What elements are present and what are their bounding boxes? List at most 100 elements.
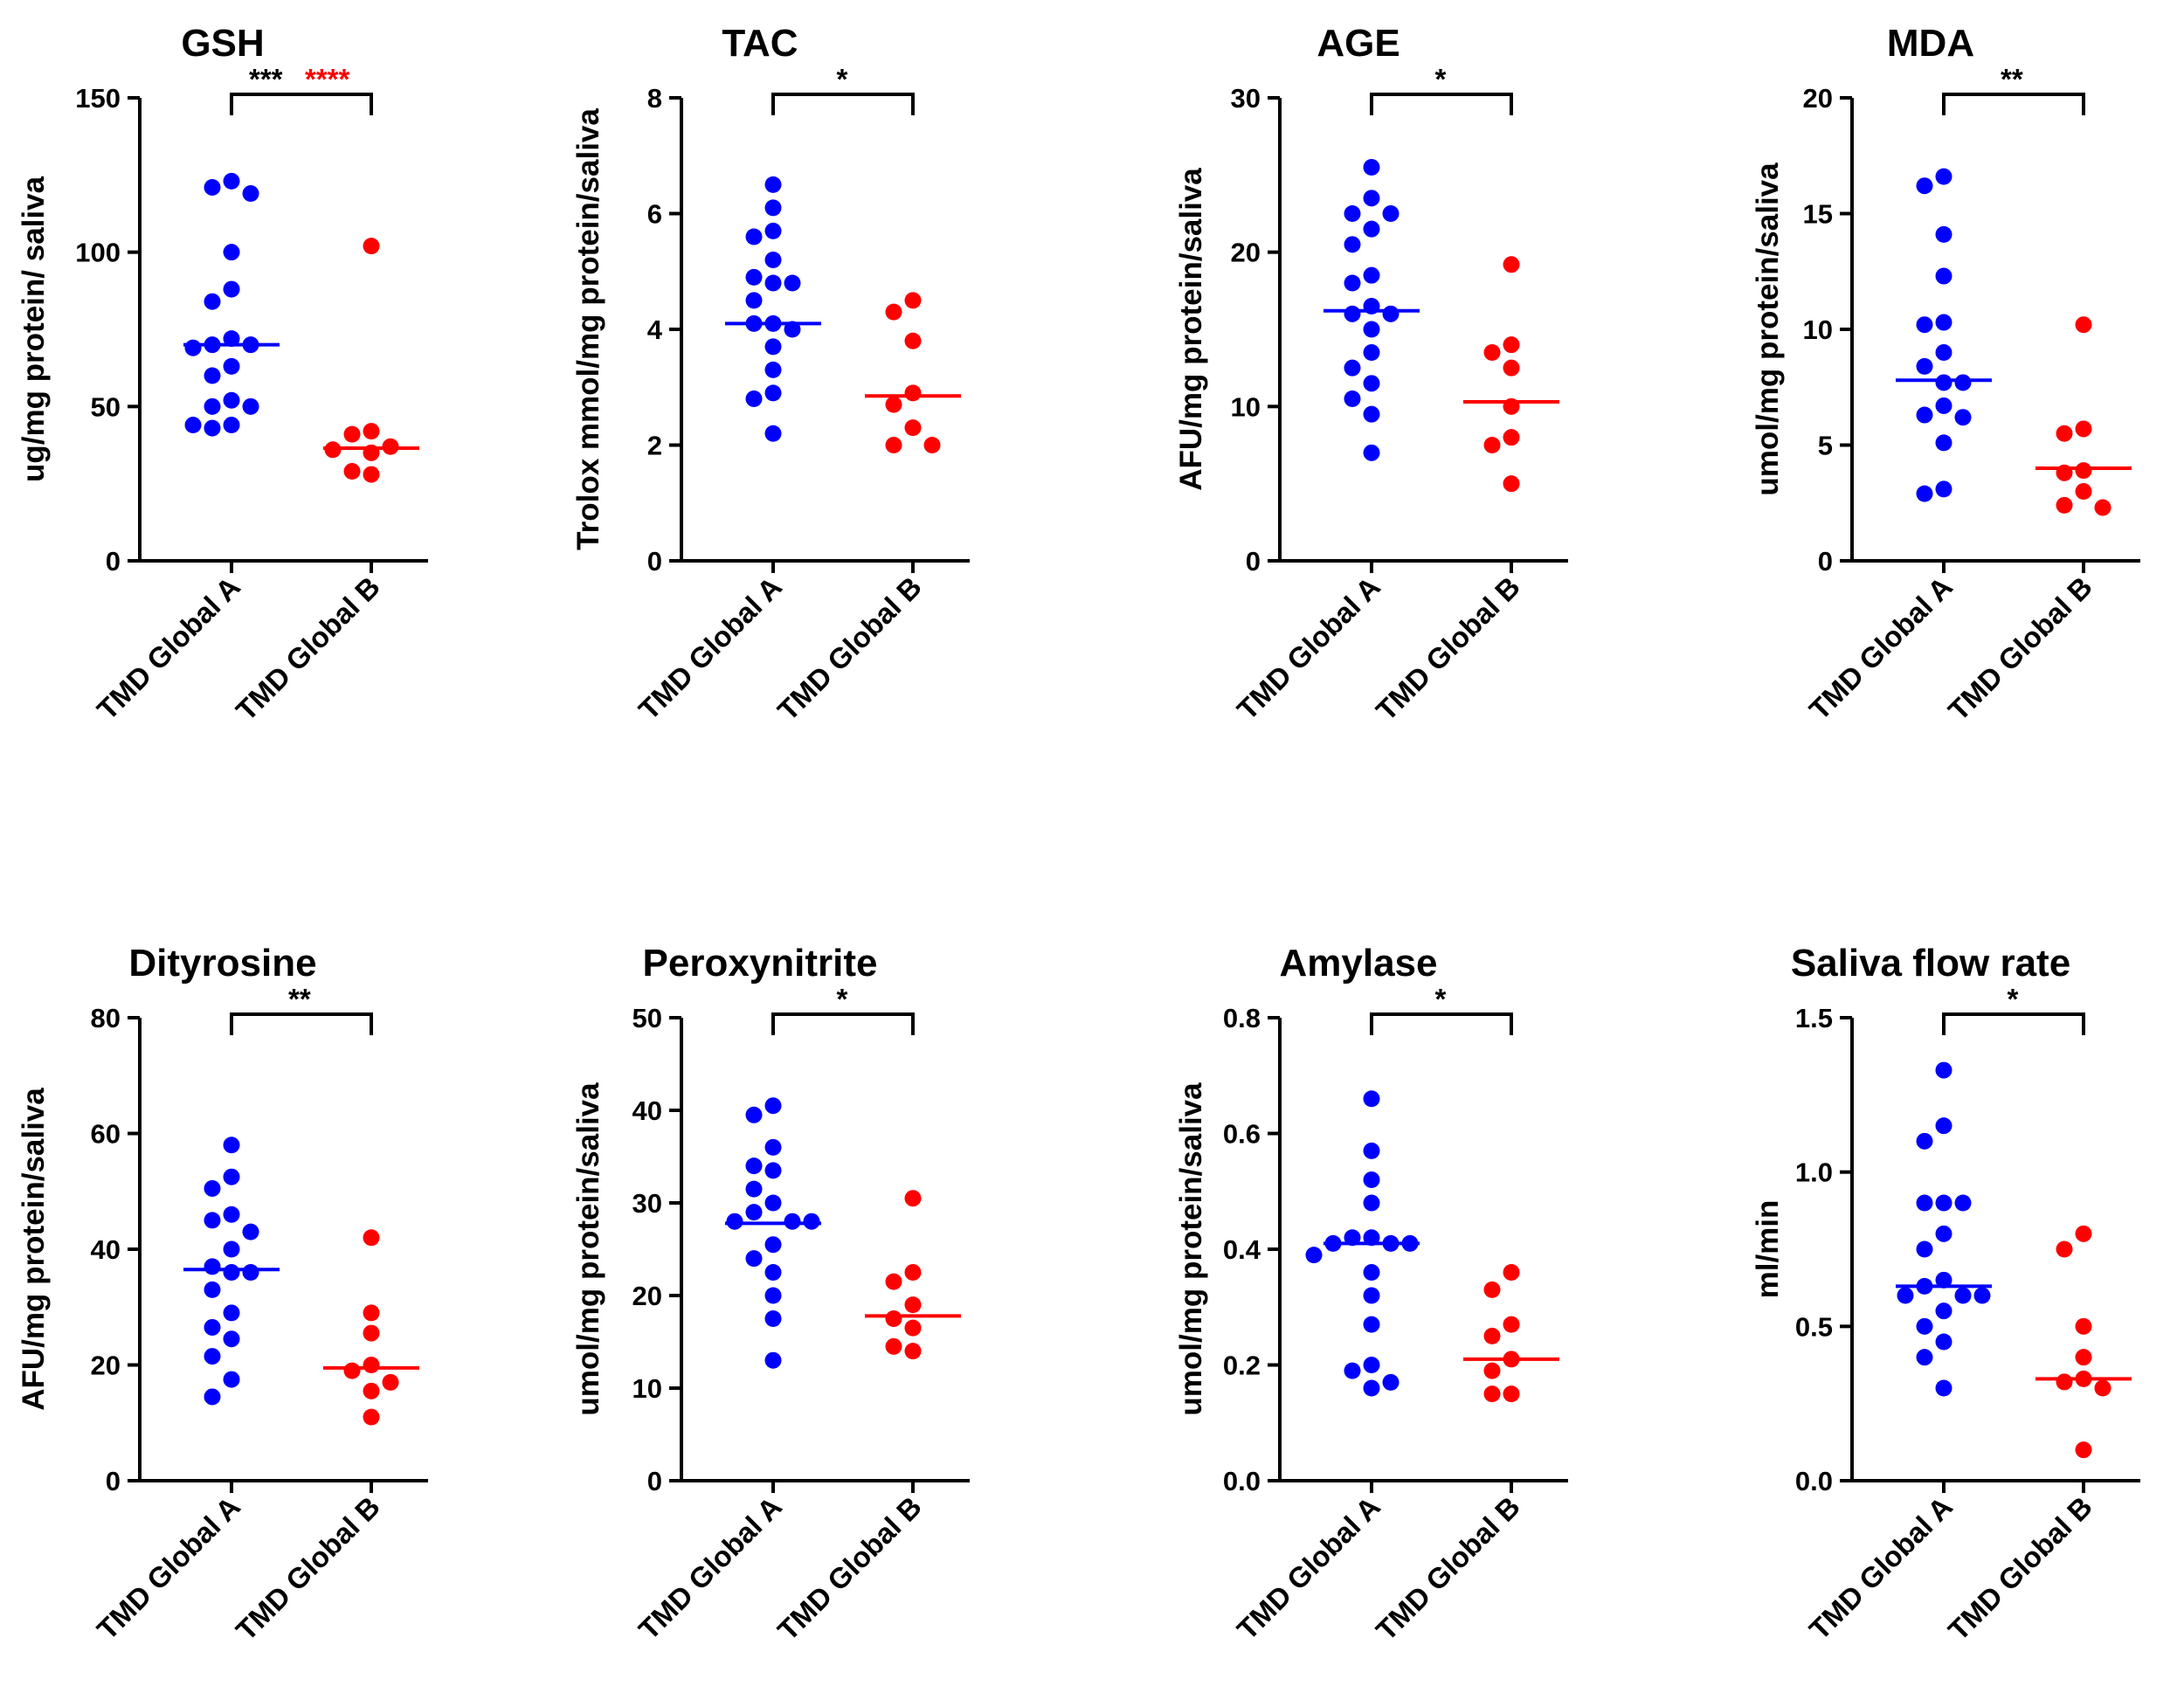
data-point <box>745 1250 763 1268</box>
data-point <box>363 238 380 255</box>
data-point <box>1363 190 1380 207</box>
data-point <box>223 244 240 261</box>
chart-title: GSH <box>181 22 264 65</box>
data-point <box>1935 397 1952 414</box>
data-point <box>885 1273 902 1290</box>
data-point <box>904 292 922 309</box>
chart-panel-amylase: Amylase umol/mg protein/saliva 0.0 0.2 0.4 0.… <box>1174 942 1568 1647</box>
data-point <box>726 1213 743 1230</box>
data-point <box>1483 344 1501 361</box>
data-point <box>1503 1385 1520 1403</box>
chart-panel-gsh: GSH ug/mg protein/ saliva 0 50 100 150 TMD Glo… <box>17 22 428 727</box>
data-point <box>1935 168 1952 185</box>
significance-bracket <box>230 93 373 115</box>
y-tick-label: 80 <box>91 1003 121 1033</box>
y-tick-label: 6 <box>647 199 662 230</box>
data-point <box>1363 266 1380 284</box>
data-point <box>204 1179 221 1197</box>
data-point <box>204 293 221 310</box>
data-point <box>1954 1287 1972 1304</box>
data-point <box>764 1287 782 1304</box>
data-point <box>1954 1194 1972 1212</box>
significance-marker: **** <box>305 63 350 95</box>
data-point <box>885 1310 902 1327</box>
data-point <box>1344 390 1361 407</box>
data-point <box>764 384 782 402</box>
x-tick-label: TMD Global B <box>1370 1490 1526 1647</box>
data-point <box>1363 444 1380 461</box>
significance-marker: ** <box>2001 63 2023 95</box>
data-point <box>764 1264 782 1281</box>
x-tick-label: TMD Global B <box>1942 1490 2098 1647</box>
data-point <box>745 1204 763 1221</box>
data-point <box>1363 1379 1380 1397</box>
data-point <box>764 176 782 193</box>
y-tick-label: 40 <box>632 1095 662 1126</box>
data-point <box>764 274 782 292</box>
data-point <box>242 1264 259 1281</box>
data-point <box>223 280 240 298</box>
data-point <box>223 1168 240 1185</box>
data-point <box>1916 1194 1933 1212</box>
x-tick-label: TMD Global B <box>1942 570 2098 727</box>
chart-title: Peroxynitrite <box>643 942 878 985</box>
data-point <box>204 397 221 415</box>
data-point <box>242 1223 259 1240</box>
data-point <box>1503 475 1520 493</box>
data-point <box>1363 1194 1380 1212</box>
data-point <box>382 1373 399 1391</box>
data-point <box>1935 1379 1952 1397</box>
data-point <box>2075 316 2092 334</box>
y-tick-label: 10 <box>1803 314 1833 345</box>
y-tick-label: 40 <box>91 1234 121 1265</box>
data-point <box>2075 1441 2092 1459</box>
y-tick-label: 30 <box>1231 83 1261 114</box>
significance-bracket <box>1942 1012 2085 1035</box>
x-tick-label: TMD Global B <box>771 1490 928 1647</box>
data-point <box>1483 1327 1501 1344</box>
data-point <box>2056 1373 2073 1391</box>
data-point <box>764 222 782 239</box>
y-tick-label: 0 <box>647 1466 662 1496</box>
data-point <box>1344 359 1361 377</box>
data-point <box>1916 485 1933 502</box>
data-point <box>764 252 782 268</box>
data-point <box>223 1371 240 1388</box>
data-point <box>363 1324 380 1342</box>
data-point <box>745 292 763 309</box>
data-point <box>1935 434 1952 452</box>
y-tick-label: 1.5 <box>1795 1003 1833 1033</box>
data-point <box>1973 1287 1991 1304</box>
data-point <box>2075 1225 2092 1242</box>
chart-title: Dityrosine <box>128 942 316 985</box>
data-point <box>1363 405 1380 423</box>
data-point <box>764 1162 782 1179</box>
data-point <box>1344 205 1361 222</box>
y-axis-label: umol/mg protein/saliva <box>1174 1082 1208 1416</box>
data-point <box>885 303 902 321</box>
y-tick-label: 0.8 <box>1223 1003 1261 1033</box>
data-point <box>204 1212 221 1229</box>
data-point <box>2056 496 2073 514</box>
y-tick-label: 1.0 <box>1795 1157 1833 1188</box>
data-point <box>1916 1240 1933 1258</box>
data-point <box>1916 1349 1933 1366</box>
data-point <box>1935 1303 1952 1320</box>
data-point <box>1503 359 1520 377</box>
data-point <box>1363 159 1380 176</box>
data-point <box>764 1138 782 1156</box>
data-point <box>1363 1171 1380 1188</box>
significance-bracket <box>1370 93 1513 115</box>
data-point <box>204 1348 221 1365</box>
data-point <box>904 1343 922 1360</box>
data-point <box>1382 205 1400 222</box>
data-point <box>2075 420 2092 438</box>
y-tick-label: 150 <box>75 83 121 114</box>
data-point <box>1363 1316 1380 1333</box>
y-tick-label: 0.0 <box>1223 1466 1261 1496</box>
y-tick-label: 0.2 <box>1223 1351 1261 1381</box>
data-point <box>745 228 763 245</box>
data-point <box>204 367 221 384</box>
data-point <box>223 1330 240 1348</box>
